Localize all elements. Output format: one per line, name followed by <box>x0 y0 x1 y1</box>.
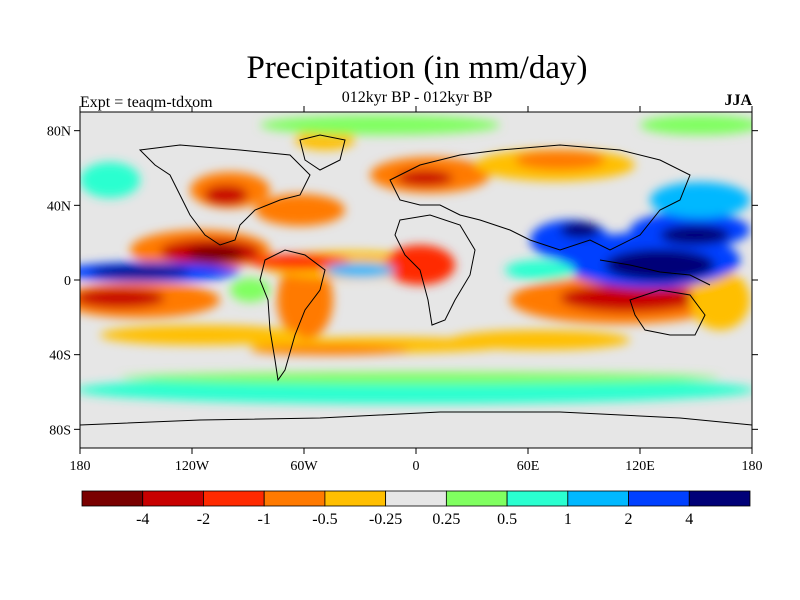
colorbar-label: -2 <box>197 511 210 528</box>
lon-tick-label: 180 <box>70 459 91 474</box>
colorbar-label: -4 <box>136 511 149 528</box>
experiment-label: Expt = teaqm-tdxom <box>80 94 213 111</box>
colorbar-swatch <box>324 490 387 507</box>
colorbar-swatch <box>263 490 326 507</box>
lon-tick-label: 0 <box>413 459 420 474</box>
lat-tick-label: 40N <box>47 199 71 214</box>
map-subtitle: 012kyr BP - 012kyr BP <box>341 89 493 106</box>
latitude-axis: 80N 40N 0 40S 80S <box>47 125 758 438</box>
lon-tick-label: 60W <box>290 459 318 474</box>
colorbar-swatch <box>506 490 569 507</box>
coastlines <box>80 134 752 426</box>
lon-tick-label: 180 <box>742 459 763 474</box>
colorbar-label: -0.25 <box>369 511 402 528</box>
lat-tick-label: 40S <box>49 349 71 364</box>
map-field <box>80 112 752 448</box>
colorbar-label: 0.5 <box>497 511 517 528</box>
colorbar-label: 4 <box>685 511 693 528</box>
colorbar: -4 -2 -1 -0.5 -0.25 0.25 0.5 1 2 4 <box>81 490 751 528</box>
colorbar-swatch <box>203 490 265 507</box>
colorbar-swatch <box>385 490 447 507</box>
lon-tick-label: 60E <box>517 459 540 474</box>
lon-tick-label: 120E <box>625 459 655 474</box>
lon-tick-label: 120W <box>175 459 210 474</box>
colorbar-label: -1 <box>258 511 271 528</box>
anomaly-blobs <box>80 115 752 404</box>
colorbar-swatch <box>688 490 751 507</box>
lat-tick-label: 80S <box>49 423 71 438</box>
lat-tick-label: 0 <box>64 274 71 289</box>
map-title: Precipitation (in mm/day) <box>246 50 588 86</box>
colorbar-label: 0.25 <box>432 511 460 528</box>
lat-tick-label: 80N <box>47 125 71 140</box>
colorbar-swatch <box>628 490 690 507</box>
season-label: JJA <box>724 92 752 109</box>
colorbar-swatch <box>567 490 629 507</box>
colorbar-label: -0.5 <box>312 511 337 528</box>
longitude-axis: 180 120W 60W 0 60E 120E 180 <box>70 106 763 474</box>
colorbar-swatch <box>81 490 144 507</box>
colorbar-label: 1 <box>564 511 572 528</box>
colorbar-swatch <box>445 490 508 507</box>
colorbar-swatch <box>142 490 204 507</box>
colorbar-label: 2 <box>625 511 633 528</box>
